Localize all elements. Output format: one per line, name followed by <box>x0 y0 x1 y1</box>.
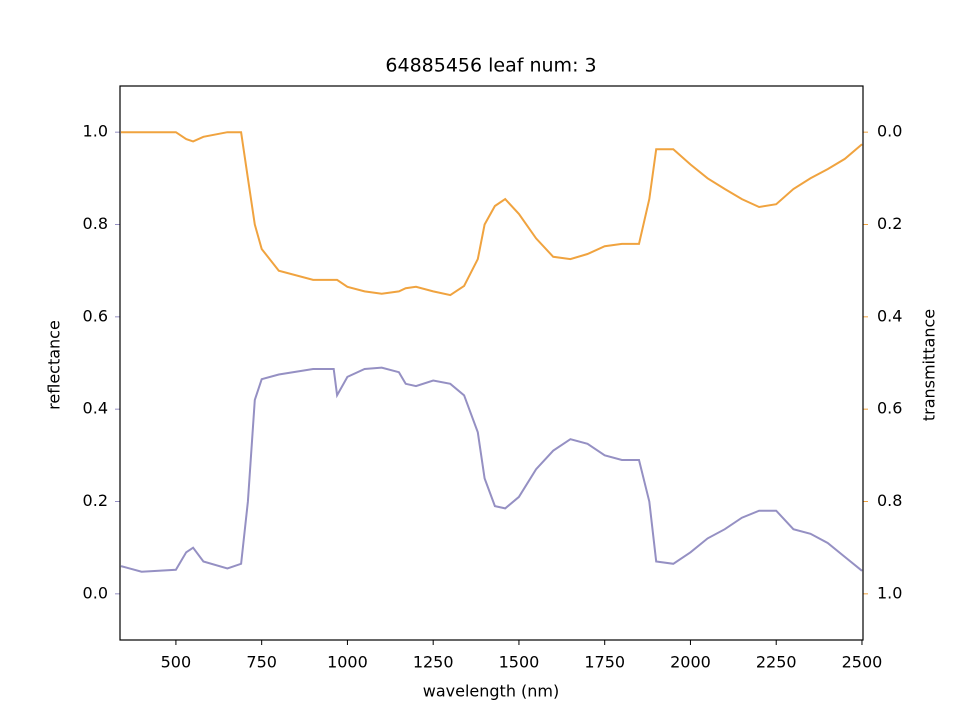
y2-tick-label: 0.6 <box>877 399 902 418</box>
x-tick-label: 1250 <box>413 653 454 672</box>
y-tick-label: 1.0 <box>83 122 108 141</box>
data-line <box>120 366 863 573</box>
x-tick-label: 2250 <box>756 653 797 672</box>
x-tick-label: 1000 <box>327 653 368 672</box>
y-tick-label: 0.2 <box>83 491 108 510</box>
y2-tick-label: 0.8 <box>877 491 902 510</box>
plot-frame <box>119 85 864 641</box>
x-tick-label: 2000 <box>670 653 711 672</box>
y2-tick-label: 1.0 <box>877 583 902 602</box>
x-tick-label: 750 <box>246 653 277 672</box>
y-axis-label: reflectance <box>45 320 64 410</box>
y2-tick-label: 0.4 <box>877 306 902 325</box>
y2-tick-label: 0.0 <box>877 122 902 141</box>
x-tick-label: 2500 <box>842 653 883 672</box>
y-tick-label: 0.0 <box>83 583 108 602</box>
x-tick-label: 1500 <box>499 653 540 672</box>
y2-axis-label: transmittance <box>920 309 939 421</box>
y-tick-label: 0.8 <box>83 214 108 233</box>
y-tick-label: 0.4 <box>83 399 108 418</box>
y-tick-label: 0.6 <box>83 306 108 325</box>
x-tick-label: 1750 <box>584 653 625 672</box>
chart-title: 64885456 leaf num: 3 <box>385 55 596 77</box>
y2-tick-label: 0.2 <box>877 214 902 233</box>
x-axis-label: wavelength (nm) <box>423 682 560 701</box>
x-tick-label: 500 <box>161 653 192 672</box>
data-line <box>121 131 863 297</box>
